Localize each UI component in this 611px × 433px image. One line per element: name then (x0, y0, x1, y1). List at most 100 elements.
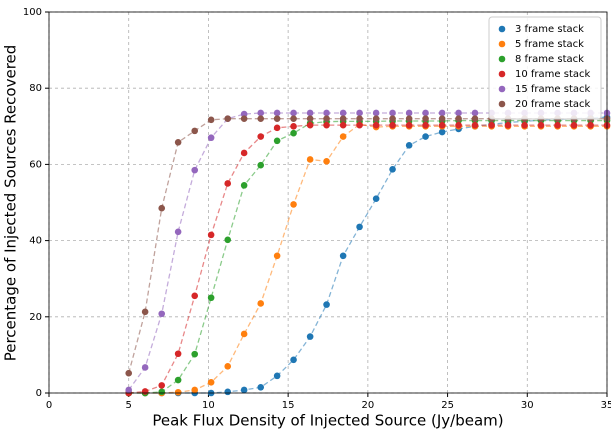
data-point (158, 388, 166, 396)
data-point (372, 121, 380, 129)
data-point (191, 350, 199, 358)
y-axis-label: Percentage of Injected Sources Recovered (2, 45, 20, 362)
data-point (273, 137, 281, 145)
data-point (356, 115, 363, 122)
data-point (306, 109, 314, 117)
data-point (306, 156, 314, 163)
data-point (174, 350, 182, 358)
legend-marker (498, 25, 506, 33)
data-point (191, 292, 199, 300)
data-point (323, 121, 330, 129)
y-tick-label: 80 (29, 83, 42, 94)
legend-marker (498, 40, 506, 48)
data-point (141, 364, 149, 371)
data-point (471, 109, 479, 117)
data-point (174, 139, 182, 146)
data-point (174, 228, 182, 236)
y-tick-label: 100 (23, 7, 42, 18)
data-point (290, 109, 297, 117)
data-point (257, 109, 265, 117)
data-point (438, 128, 446, 136)
plot-frame (48, 11, 608, 394)
data-point (389, 115, 396, 122)
data-point (273, 372, 281, 380)
legend-marker (498, 55, 506, 63)
data-point (174, 376, 182, 384)
data-point (389, 121, 396, 129)
data-point (389, 166, 396, 173)
data-point (158, 382, 166, 389)
data-point (257, 300, 265, 307)
data-point (224, 388, 232, 396)
x-tick-label: 0 (46, 400, 52, 411)
data-point (554, 121, 561, 129)
data-point (537, 121, 545, 129)
data-point (125, 369, 133, 377)
y-tick-label: 60 (29, 159, 42, 170)
x-tick-label: 5 (126, 400, 132, 411)
legend: 3 frame stack 5 frame stack 8 frame stack 1… (488, 16, 602, 120)
data-point (405, 115, 413, 122)
data-point (356, 223, 363, 231)
data-point (471, 115, 479, 122)
data-point (240, 149, 248, 157)
legend-label: 20 frame stack (515, 99, 590, 110)
data-point (438, 109, 446, 117)
data-point (224, 236, 232, 244)
data-point (339, 109, 347, 117)
data-point (422, 121, 429, 129)
legend-label: 3 frame stack (515, 24, 584, 35)
data-point (422, 115, 429, 122)
y-tick-label: 20 (29, 312, 42, 323)
data-point (504, 121, 512, 129)
data-point (224, 180, 232, 187)
data-point (207, 294, 215, 302)
data-point (191, 127, 199, 135)
x-tick-label: 30 (521, 400, 534, 411)
data-point (372, 195, 380, 202)
x-tick-label: 10 (202, 400, 215, 411)
data-point (207, 134, 215, 142)
data-point (570, 121, 578, 129)
data-point (141, 388, 149, 395)
data-point (290, 356, 297, 364)
data-point (224, 115, 232, 122)
data-point (257, 383, 265, 391)
data-point (240, 115, 248, 122)
data-point (372, 109, 380, 117)
data-point (240, 182, 248, 189)
x-tick-label: 15 (282, 400, 295, 411)
data-point (587, 121, 594, 129)
data-point (306, 121, 314, 129)
data-point (240, 330, 248, 338)
data-point (323, 109, 330, 117)
series-line (128, 116, 608, 394)
data-point (290, 115, 297, 122)
data-point (240, 386, 248, 394)
legend-label: 15 frame stack (515, 84, 590, 95)
data-point (290, 129, 297, 137)
data-point (207, 231, 215, 239)
data-point (339, 121, 347, 129)
legend-label: 8 frame stack (515, 54, 584, 65)
data-point (405, 109, 413, 117)
y-tick-label: 40 (29, 236, 42, 247)
data-point (273, 109, 281, 117)
data-point (290, 123, 297, 130)
legend-marker (498, 100, 506, 108)
data-point (273, 252, 281, 260)
data-point (422, 133, 429, 140)
data-point (257, 115, 265, 122)
data-point (455, 115, 462, 122)
x-tick-label: 35 (601, 400, 611, 411)
data-point (191, 386, 199, 394)
data-point (290, 201, 297, 208)
data-point (422, 109, 429, 117)
data-point (306, 115, 314, 122)
data-point (405, 121, 413, 129)
legend-marker (498, 70, 506, 78)
legend-label: 10 frame stack (515, 69, 590, 80)
data-point (339, 115, 347, 122)
y-tick-label: 0 (36, 388, 42, 399)
data-point (405, 142, 413, 149)
